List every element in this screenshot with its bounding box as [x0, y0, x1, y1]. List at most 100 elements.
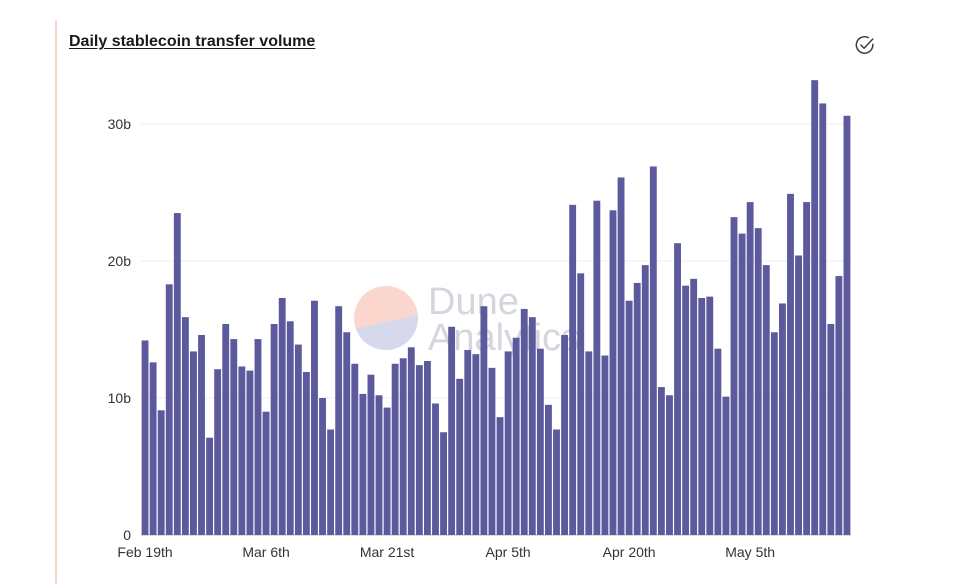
- bar-36[interactable]: [432, 403, 439, 535]
- bar-30[interactable]: [383, 407, 391, 535]
- bar-9[interactable]: [214, 369, 222, 535]
- bar-82[interactable]: [803, 202, 811, 535]
- bar-8[interactable]: [206, 437, 214, 535]
- bar-49[interactable]: [536, 348, 544, 535]
- bar-20[interactable]: [302, 371, 310, 535]
- bar-22[interactable]: [319, 398, 326, 535]
- bar-11[interactable]: [230, 339, 238, 535]
- watermark-line1: Dune: [428, 281, 519, 323]
- bar-16[interactable]: [270, 324, 278, 535]
- bar-55[interactable]: [585, 351, 593, 535]
- bar-56[interactable]: [593, 200, 601, 535]
- bar-79[interactable]: [778, 303, 786, 535]
- bar-84[interactable]: [819, 103, 827, 535]
- bar-70[interactable]: [706, 296, 714, 535]
- x-tick-label-5: May 5th: [725, 544, 775, 560]
- bar-45[interactable]: [504, 351, 512, 535]
- bar-24[interactable]: [335, 306, 343, 535]
- bar-51[interactable]: [553, 429, 560, 535]
- bar-77[interactable]: [762, 265, 770, 535]
- bar-60[interactable]: [625, 300, 633, 535]
- bar-78[interactable]: [770, 332, 778, 535]
- bar-54[interactable]: [577, 273, 585, 535]
- bar-13[interactable]: [246, 370, 254, 535]
- bar-29[interactable]: [375, 395, 383, 535]
- bar-63[interactable]: [649, 166, 657, 535]
- bar-83[interactable]: [811, 80, 819, 535]
- bar-6[interactable]: [190, 351, 197, 535]
- bar-25[interactable]: [343, 332, 351, 535]
- bar-64[interactable]: [657, 387, 665, 535]
- bar-12[interactable]: [238, 366, 246, 535]
- bar-71[interactable]: [714, 348, 722, 535]
- chart-title[interactable]: Daily stablecoin transfer volume: [69, 33, 316, 50]
- bar-34[interactable]: [415, 365, 423, 535]
- bar-62[interactable]: [641, 265, 649, 535]
- y-axis-ticks: 0 10b 20b 30b: [108, 116, 132, 543]
- bar-72[interactable]: [722, 396, 730, 535]
- bar-69[interactable]: [698, 297, 706, 535]
- bar-75[interactable]: [746, 202, 754, 535]
- y-tick-label-1: 10b: [108, 390, 132, 406]
- bar-66[interactable]: [674, 243, 681, 535]
- bar-39[interactable]: [456, 378, 464, 535]
- bar-18[interactable]: [286, 321, 294, 535]
- bar-61[interactable]: [633, 282, 641, 535]
- bar-7[interactable]: [198, 334, 205, 535]
- bar-46[interactable]: [512, 337, 520, 535]
- bar-58[interactable]: [609, 210, 617, 535]
- bar-52[interactable]: [561, 334, 569, 535]
- left-accent-line: [55, 20, 57, 584]
- bar-65[interactable]: [666, 395, 673, 535]
- bar-5[interactable]: [181, 317, 189, 535]
- bar-59[interactable]: [617, 177, 625, 535]
- bar-74[interactable]: [738, 233, 746, 535]
- bar-37[interactable]: [440, 432, 447, 535]
- bar-10[interactable]: [222, 324, 230, 535]
- bar-27[interactable]: [359, 393, 367, 535]
- bar-4[interactable]: [173, 213, 181, 536]
- bar-2[interactable]: [157, 410, 165, 535]
- bar-48[interactable]: [528, 317, 536, 535]
- bar-40[interactable]: [464, 350, 472, 535]
- bar-76[interactable]: [754, 228, 762, 535]
- x-tick-label-2: Mar 21st: [360, 544, 415, 560]
- bar-80[interactable]: [787, 193, 794, 535]
- y-tick-label-2: 20b: [108, 253, 132, 269]
- bar-17[interactable]: [278, 297, 286, 535]
- bar-57[interactable]: [601, 355, 609, 535]
- bar-14[interactable]: [254, 339, 262, 535]
- bar-32[interactable]: [399, 358, 407, 535]
- bar-15[interactable]: [262, 411, 270, 535]
- bar-3[interactable]: [165, 284, 173, 535]
- bar-26[interactable]: [351, 363, 359, 535]
- bar-33[interactable]: [407, 347, 415, 535]
- bar-0[interactable]: [141, 340, 149, 535]
- bar-86[interactable]: [835, 276, 843, 535]
- bar-35[interactable]: [423, 361, 431, 535]
- bar-28[interactable]: [367, 374, 375, 535]
- bar-38[interactable]: [448, 326, 456, 535]
- bar-68[interactable]: [690, 278, 698, 535]
- bar-43[interactable]: [488, 367, 496, 535]
- bar-67[interactable]: [682, 285, 690, 535]
- y-tick-label-3: 30b: [108, 116, 132, 132]
- bar-87[interactable]: [843, 115, 851, 535]
- bar-44[interactable]: [496, 417, 504, 535]
- bar-31[interactable]: [391, 363, 399, 535]
- bar-41[interactable]: [472, 354, 480, 535]
- x-tick-label-3: Apr 5th: [486, 544, 531, 560]
- bar-50[interactable]: [545, 404, 552, 535]
- y-tick-label-0: 0: [123, 527, 131, 543]
- bar-85[interactable]: [827, 324, 835, 535]
- bar-23[interactable]: [327, 429, 335, 535]
- check-circle-icon[interactable]: [854, 34, 876, 56]
- bar-42[interactable]: [480, 306, 488, 535]
- bar-81[interactable]: [795, 255, 802, 535]
- bar-21[interactable]: [311, 300, 318, 535]
- bar-47[interactable]: [520, 308, 528, 535]
- bar-1[interactable]: [149, 362, 157, 535]
- bar-19[interactable]: [294, 344, 302, 535]
- bar-53[interactable]: [569, 204, 577, 535]
- bar-73[interactable]: [730, 217, 738, 535]
